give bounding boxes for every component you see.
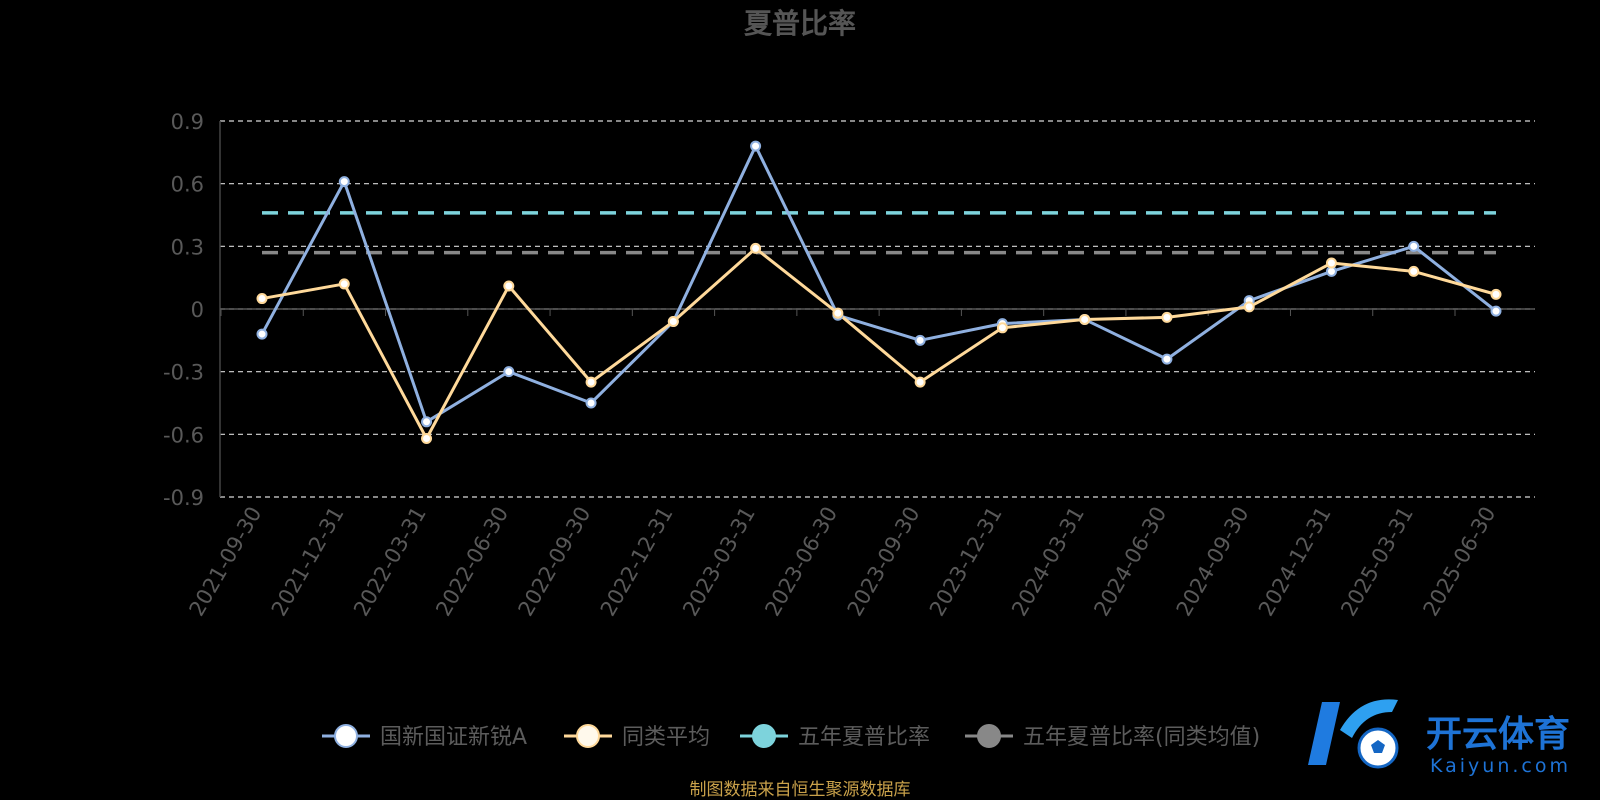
data-point[interactable] [1243, 301, 1255, 313]
x-tick-label: 2025-03-31 [1336, 503, 1418, 621]
data-point[interactable] [421, 433, 433, 445]
data-point[interactable] [667, 316, 679, 328]
y-tick-label: 0 [191, 298, 204, 322]
series-line [260, 144, 1497, 424]
x-tick-label: 2024-06-30 [1089, 503, 1171, 621]
data-point[interactable] [750, 242, 762, 254]
legend-label: 同类平均 [622, 725, 710, 750]
x-tick-label: 2021-09-30 [185, 503, 267, 621]
data-point[interactable] [1490, 305, 1502, 317]
data-point[interactable] [503, 366, 515, 378]
y-tick-label: 0.3 [171, 235, 204, 259]
legend-marker-icon [752, 724, 776, 748]
y-tick-label: 0.9 [171, 110, 204, 134]
x-tick-label: 2024-09-30 [1172, 503, 1254, 621]
legend-item[interactable]: 五年夏普比率 [740, 724, 930, 750]
data-point[interactable] [914, 376, 926, 388]
legend[interactable]: 国新国证新锐A 同类平均 五年夏普比率 五年夏普比率(同类均值) [322, 724, 1260, 750]
series-lines [256, 140, 1502, 445]
legend-label: 五年夏普比率 [798, 725, 930, 750]
reference-lines [262, 211, 1496, 255]
logo-text: 开云体育 [1426, 714, 1570, 755]
legend-marker-icon [977, 724, 1001, 748]
data-point[interactable] [256, 293, 268, 305]
x-tick-label: 2022-03-31 [349, 503, 431, 621]
data-point[interactable] [421, 416, 433, 428]
x-tick-label: 2023-12-31 [925, 503, 1007, 621]
x-tick-label: 2021-12-31 [267, 503, 349, 621]
data-point[interactable] [1161, 353, 1173, 365]
data-point[interactable] [914, 334, 926, 346]
data-point[interactable] [585, 376, 597, 388]
data-point[interactable] [996, 322, 1008, 334]
data-point[interactable] [1408, 240, 1420, 252]
legend-label: 五年夏普比率(同类均值) [1023, 725, 1260, 750]
x-tick-label: 2024-12-31 [1254, 503, 1336, 621]
x-tick-label: 2024-03-31 [1007, 503, 1089, 621]
x-tick-label: 2022-09-30 [514, 503, 596, 621]
data-point[interactable] [832, 307, 844, 319]
y-axis: 0.9 0.6 0.3 0 -0.3 -0.6 -0.9 [163, 110, 1535, 510]
logo-mark-icon [1308, 699, 1399, 769]
x-tick-label: 2023-09-30 [843, 502, 925, 620]
legend-marker-icon [334, 724, 358, 748]
y-tick-label: -0.9 [163, 486, 204, 510]
x-tick-label: 2023-03-31 [678, 503, 760, 621]
x-tick-label: 2025-06-30 [1419, 503, 1501, 621]
data-point[interactable] [338, 278, 350, 290]
data-point[interactable] [1490, 288, 1502, 300]
data-point[interactable] [1161, 311, 1173, 323]
legend-item[interactable]: 国新国证新锐A [322, 724, 527, 750]
data-point[interactable] [1408, 265, 1420, 277]
y-tick-label: 0.6 [171, 173, 204, 197]
data-point[interactable] [338, 176, 350, 188]
data-point[interactable] [503, 280, 515, 292]
data-source-note: 制图数据来自恒生聚源数据库 [690, 780, 911, 800]
data-point[interactable] [750, 140, 762, 152]
data-point[interactable] [1325, 257, 1337, 269]
legend-label: 国新国证新锐A [380, 725, 527, 750]
x-tick-label: 2022-12-31 [596, 503, 678, 621]
data-point[interactable] [585, 397, 597, 409]
legend-item[interactable]: 同类平均 [564, 724, 710, 750]
y-tick-label: -0.6 [163, 423, 204, 447]
series-line [261, 246, 1497, 441]
y-tick-label: -0.3 [163, 361, 204, 385]
legend-marker-icon [576, 724, 600, 748]
x-tick-label: 2023-06-30 [760, 503, 842, 621]
chart-title: 夏普比率 [744, 7, 856, 40]
x-tick-label: 2022-06-30 [431, 503, 513, 621]
logo-subtext: Kaiyun.com [1430, 755, 1571, 777]
data-point[interactable] [1079, 313, 1091, 325]
data-point[interactable] [256, 328, 268, 340]
legend-item[interactable]: 五年夏普比率(同类均值) [965, 724, 1260, 750]
kaiyun-logo: 开云体育 Kaiyun.com [1308, 699, 1571, 777]
